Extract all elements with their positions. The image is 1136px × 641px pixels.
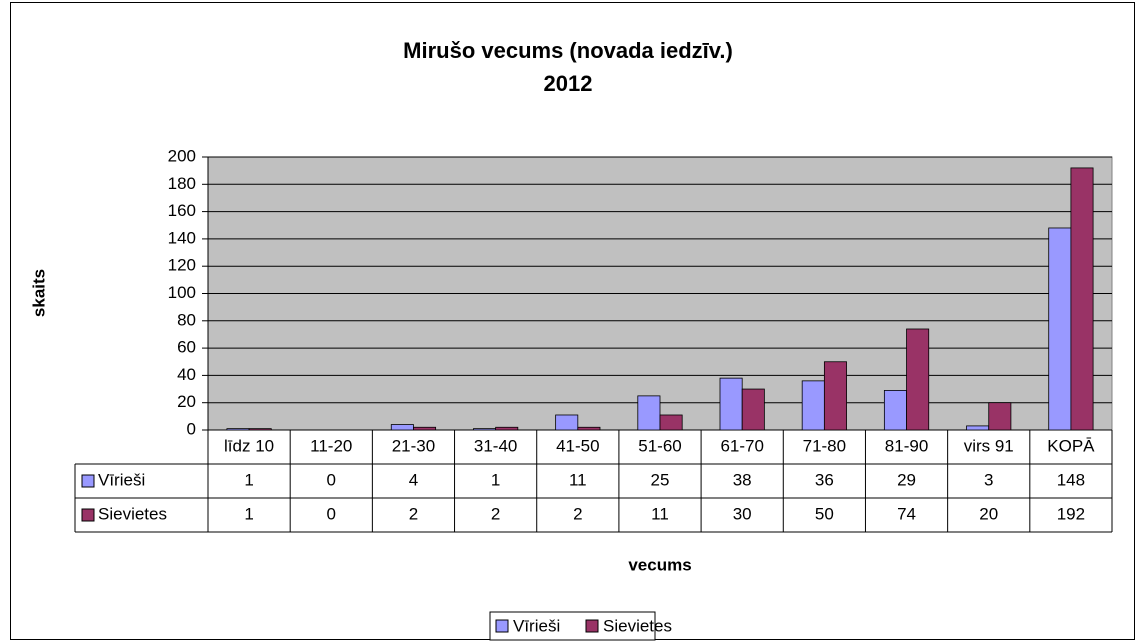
bar — [226, 428, 250, 431]
table-cell: 38 — [733, 470, 752, 489]
x-tick-label: 21-30 — [392, 436, 435, 455]
x-tick-label: 31-40 — [474, 436, 517, 455]
bar — [883, 390, 907, 431]
table-cell: 2 — [491, 504, 500, 523]
table-cell: 1 — [244, 470, 253, 489]
x-tick-label: 81-90 — [885, 436, 928, 455]
table-cell: 192 — [1057, 504, 1085, 523]
bar — [555, 414, 579, 431]
y-tick-label: 100 — [168, 283, 196, 302]
y-tick-label: 60 — [177, 338, 196, 357]
x-tick-label: 11-20 — [310, 436, 352, 455]
table-cell: 148 — [1057, 470, 1085, 489]
x-tick-label: 61-70 — [720, 436, 763, 455]
legend-label: Sievietes — [603, 616, 672, 635]
table-cell: 1 — [244, 504, 253, 523]
table-cell: 1 — [491, 470, 500, 489]
bar — [495, 426, 519, 431]
bar — [801, 380, 825, 431]
y-tick-label: 180 — [168, 174, 196, 193]
table-cell: 2 — [573, 504, 582, 523]
chart-subtitle: 2012 — [544, 71, 593, 96]
bar — [659, 414, 683, 431]
table-cell: 25 — [651, 470, 670, 489]
table-cell: 30 — [733, 504, 752, 523]
y-tick-label: 160 — [168, 201, 196, 220]
table-cell: 3 — [984, 470, 993, 489]
table-cell: 74 — [897, 504, 916, 523]
bar — [637, 395, 661, 431]
legend-key — [495, 619, 509, 633]
table-cell: 4 — [409, 470, 418, 489]
bar — [413, 426, 437, 431]
table-cell: 20 — [979, 504, 998, 523]
legend-box — [489, 611, 656, 641]
bar — [741, 388, 765, 431]
y-tick-label: 40 — [177, 365, 196, 384]
x-tick-label: 51-60 — [638, 436, 681, 455]
x-tick-label: 41-50 — [556, 436, 599, 455]
table-cell: 11 — [651, 504, 669, 523]
legend-label: Vīrieši — [513, 616, 560, 635]
table-row-label: Vīrieši — [98, 470, 145, 489]
legend-key — [585, 619, 599, 633]
table-legend-key — [81, 508, 95, 522]
x-tick-label: KOPĀ — [1047, 436, 1095, 455]
y-tick-label: 20 — [177, 392, 196, 411]
x-tick-label: virs 91 — [964, 436, 1014, 455]
table-cell: 0 — [327, 470, 336, 489]
chart-title: Mirušo vecums (novada iedzīv.) — [403, 38, 733, 63]
x-tick-label: 71-80 — [803, 436, 846, 455]
y-tick-label: 0 — [187, 419, 196, 438]
bar — [1048, 227, 1072, 431]
table-row-label: Sievietes — [98, 504, 167, 523]
bar — [966, 425, 990, 431]
table-cell: 11 — [569, 470, 587, 489]
bar — [390, 424, 414, 431]
bar — [906, 328, 930, 431]
table-cell: 0 — [327, 504, 336, 523]
table-legend-key — [81, 474, 95, 488]
y-axis-title: skaits — [29, 269, 48, 317]
table-cell: 36 — [815, 470, 834, 489]
y-tick-label: 120 — [168, 256, 196, 275]
table-cell: 29 — [897, 470, 916, 489]
y-tick-label: 140 — [168, 228, 196, 247]
bar — [719, 377, 743, 431]
bar — [988, 402, 1012, 431]
table-cell: 50 — [815, 504, 834, 523]
y-tick-label: 80 — [177, 310, 196, 329]
bar — [1070, 167, 1094, 431]
bar — [248, 428, 272, 431]
y-tick-label: 200 — [168, 146, 196, 165]
x-tick-label: līdz 10 — [224, 436, 274, 455]
bar — [473, 428, 497, 431]
table-cell: 2 — [409, 504, 418, 523]
bar — [577, 426, 601, 431]
x-axis-title: vecums — [628, 555, 691, 574]
bar — [823, 361, 847, 431]
